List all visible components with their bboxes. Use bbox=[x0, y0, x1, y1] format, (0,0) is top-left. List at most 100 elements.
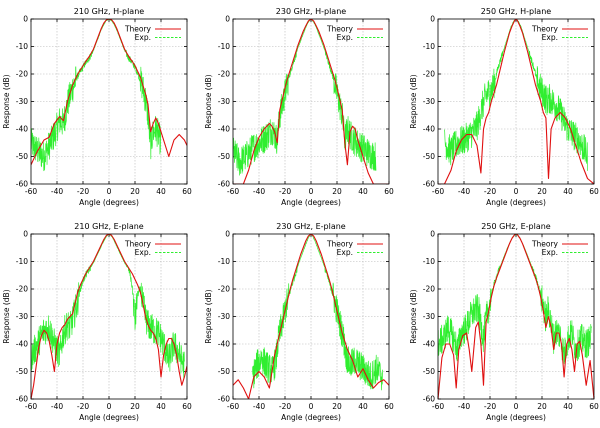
x-tick-label: -40 bbox=[458, 187, 470, 196]
x-tick-label: 40 bbox=[358, 402, 368, 411]
legend-label: Theory bbox=[531, 25, 559, 34]
y-tick-label: -10 bbox=[423, 257, 435, 266]
x-tick-label: -60 bbox=[227, 187, 239, 196]
x-axis-label: Angle (degrees) bbox=[486, 198, 546, 207]
x-tick-label: -60 bbox=[25, 402, 37, 411]
y-tick-label: -50 bbox=[423, 152, 435, 161]
y-tick-label: -60 bbox=[423, 180, 435, 189]
y-tick-label: -20 bbox=[423, 70, 435, 79]
y-tick-label: -20 bbox=[16, 70, 28, 79]
x-tick-label: 40 bbox=[563, 187, 573, 196]
y-tick-label: -20 bbox=[218, 70, 230, 79]
y-tick-label: 0 bbox=[430, 15, 435, 24]
x-tick-label: 60 bbox=[384, 402, 394, 411]
legend-label: Theory bbox=[124, 25, 152, 34]
y-axis-label: Response (dB) bbox=[204, 74, 213, 128]
x-tick-label: 40 bbox=[358, 187, 368, 196]
chart-title: 210 GHz, E-plane bbox=[74, 222, 144, 231]
y-tick-label: 0 bbox=[23, 15, 28, 24]
chart-title: 250 GHz, H-plane bbox=[481, 7, 551, 16]
x-tick-label: 0 bbox=[514, 187, 519, 196]
chart-title: 230 GHz, H-plane bbox=[276, 7, 346, 16]
y-tick-label: -60 bbox=[218, 395, 230, 404]
x-tick-label: -40 bbox=[253, 187, 265, 196]
legend-label: Theory bbox=[326, 240, 354, 249]
series-line-exp bbox=[438, 234, 592, 364]
x-tick-label: -40 bbox=[51, 402, 63, 411]
x-tick-label: -20 bbox=[279, 402, 291, 411]
chart-3: -60 -40 -20 0 20 40 60 0 -10 -20 -30 -40 -50 -60 Theor… bbox=[409, 7, 599, 207]
y-tick-label: -60 bbox=[16, 395, 28, 404]
x-tick-label: 20 bbox=[130, 402, 140, 411]
legend-label: Exp. bbox=[542, 33, 558, 42]
y-tick-label: -60 bbox=[218, 180, 230, 189]
x-tick-label: 20 bbox=[332, 187, 342, 196]
x-axis-label: Angle (degrees) bbox=[79, 198, 139, 207]
y-tick-label: -20 bbox=[16, 285, 28, 294]
series-line-theory bbox=[233, 234, 389, 399]
chart-title: 250 GHz, E-plane bbox=[481, 222, 551, 231]
x-axis-label: Angle (degrees) bbox=[281, 198, 341, 207]
y-tick-label: -20 bbox=[423, 285, 435, 294]
y-tick-label: 0 bbox=[225, 230, 230, 239]
x-tick-label: -20 bbox=[77, 402, 89, 411]
plot-frame bbox=[232, 18, 390, 185]
y-tick-label: -10 bbox=[218, 42, 230, 51]
legend-label: Exp. bbox=[135, 33, 151, 42]
y-tick-label: -30 bbox=[218, 312, 230, 321]
y-tick-label: -30 bbox=[423, 312, 435, 321]
y-tick-label: 0 bbox=[23, 230, 28, 239]
series-line-theory bbox=[233, 19, 389, 184]
x-tick-label: 60 bbox=[589, 402, 599, 411]
y-axis-label: Response (dB) bbox=[409, 289, 418, 343]
y-tick-label: -50 bbox=[16, 367, 28, 376]
series-line-theory bbox=[31, 19, 187, 165]
y-tick-label: -50 bbox=[218, 367, 230, 376]
x-tick-label: -20 bbox=[77, 187, 89, 196]
series-line-theory bbox=[31, 234, 187, 399]
y-tick-label: -60 bbox=[16, 180, 28, 189]
y-tick-label: -10 bbox=[218, 257, 230, 266]
x-tick-label: 0 bbox=[107, 402, 112, 411]
x-tick-label: 40 bbox=[156, 187, 166, 196]
plot-frame bbox=[30, 18, 188, 185]
x-axis-label: Angle (degrees) bbox=[281, 413, 341, 422]
y-tick-label: -30 bbox=[218, 97, 230, 106]
x-tick-label: 0 bbox=[309, 187, 314, 196]
x-tick-label: 60 bbox=[384, 187, 394, 196]
y-tick-label: 0 bbox=[430, 230, 435, 239]
series-line-exp bbox=[444, 19, 588, 171]
y-tick-label: 0 bbox=[225, 15, 230, 24]
y-tick-label: -40 bbox=[423, 340, 435, 349]
series-line-exp bbox=[252, 234, 383, 391]
chart-2: -60 -40 -20 0 20 40 60 0 -10 -20 -30 -40 -50 -60 Theor… bbox=[204, 7, 394, 207]
x-tick-label: 60 bbox=[589, 187, 599, 196]
plot-frame bbox=[437, 18, 595, 185]
x-tick-label: 40 bbox=[563, 402, 573, 411]
x-tick-label: -60 bbox=[432, 402, 444, 411]
chart-4: -60 -40 -20 0 20 40 60 0 -10 -20 -30 -40 -50 -60 Theor… bbox=[2, 222, 192, 422]
legend-label: Exp. bbox=[135, 248, 151, 257]
legend-label: Exp. bbox=[542, 248, 558, 257]
x-tick-label: 20 bbox=[332, 402, 342, 411]
chart-5: -60 -40 -20 0 20 40 60 0 -10 -20 -30 -40 -50 -60 Theor… bbox=[204, 222, 394, 422]
chart-title: 210 GHz, H-plane bbox=[74, 7, 144, 16]
x-axis-label: Angle (degrees) bbox=[79, 413, 139, 422]
y-axis-label: Response (dB) bbox=[409, 74, 418, 128]
y-axis-label: Response (dB) bbox=[204, 289, 213, 343]
x-tick-label: 40 bbox=[156, 402, 166, 411]
x-tick-label: -20 bbox=[279, 187, 291, 196]
y-tick-label: -40 bbox=[218, 125, 230, 134]
x-tick-label: -40 bbox=[458, 402, 470, 411]
chart-1: -60 -40 -20 0 20 40 60 0 -10 -20 -30 -40 -50 -60 Theor… bbox=[2, 7, 192, 207]
x-tick-label: -40 bbox=[51, 187, 63, 196]
y-tick-label: -10 bbox=[16, 257, 28, 266]
series-line-theory bbox=[438, 234, 594, 399]
y-tick-label: -40 bbox=[16, 125, 28, 134]
x-axis-label: Angle (degrees) bbox=[486, 413, 546, 422]
legend-label: Theory bbox=[124, 240, 152, 249]
plot-frame bbox=[30, 233, 188, 400]
x-tick-label: -60 bbox=[25, 187, 37, 196]
x-tick-label: 0 bbox=[514, 402, 519, 411]
x-tick-label: 20 bbox=[537, 402, 547, 411]
